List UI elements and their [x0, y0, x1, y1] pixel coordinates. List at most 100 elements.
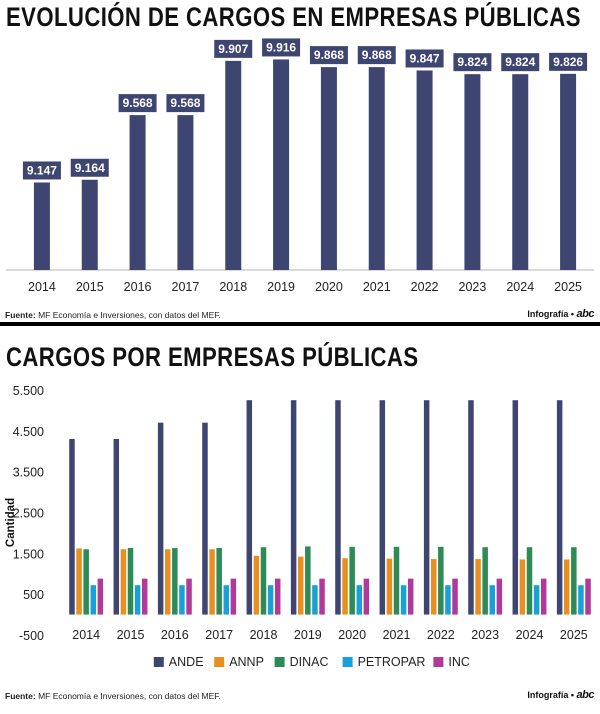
- bar-annp: [164, 549, 171, 615]
- bar-petropar: [578, 585, 584, 615]
- bar-petropar: [223, 585, 230, 615]
- data-label: 9.568: [170, 96, 200, 110]
- bar-inc: [452, 578, 458, 615]
- bar-ande: [113, 439, 120, 615]
- x-tick-label: 2016: [161, 628, 189, 642]
- legend-swatch: [274, 657, 285, 667]
- legend-label: ANDE: [169, 655, 204, 669]
- bar: [177, 115, 194, 271]
- bar-ande: [246, 400, 253, 615]
- bar-inc: [540, 578, 547, 615]
- bar-inc: [496, 578, 503, 615]
- data-label: 9.826: [553, 55, 583, 69]
- legend-label: ANNP: [229, 655, 264, 669]
- abc-logo: abc: [576, 308, 595, 320]
- bar-petropar: [533, 585, 540, 615]
- x-tick-label: 2023: [471, 628, 499, 642]
- bar: [81, 179, 98, 270]
- y-tick-label: -500: [19, 629, 44, 643]
- data-label-box: [214, 39, 253, 58]
- data-label-box: [405, 49, 444, 68]
- bar-inc: [363, 578, 370, 615]
- bar-dinac: [127, 548, 134, 615]
- bar-ande: [290, 400, 297, 615]
- bar-ande: [423, 400, 430, 615]
- bar-petropar: [134, 585, 141, 615]
- bar-annp: [253, 555, 260, 615]
- bar-dinac: [393, 546, 400, 615]
- bar-ande: [468, 400, 474, 615]
- y-tick-label: 3.500: [13, 466, 44, 480]
- x-tick-label: 2025: [554, 280, 582, 294]
- bar-ande: [335, 400, 341, 615]
- data-label-box: [501, 53, 540, 72]
- x-tick-label: 2022: [427, 628, 455, 642]
- bar-annp: [430, 559, 437, 615]
- data-label: 9.868: [362, 48, 392, 62]
- chart-title: EVOLUCIÓN DE CARGOS EN EMPRESAS PÚBLICAS: [6, 2, 581, 32]
- bar-inc: [407, 578, 414, 615]
- data-label-box: [22, 161, 61, 180]
- source-label: Fuente:: [5, 310, 36, 320]
- bar-dinac: [305, 546, 311, 615]
- data-label-box: [549, 52, 588, 71]
- data-label: 9.868: [314, 48, 344, 62]
- chart-title: CARGOS POR EMPRESAS PÚBLICAS: [6, 342, 419, 372]
- bar-inc: [97, 578, 104, 615]
- bar: [129, 115, 146, 271]
- x-tick-label: 2018: [219, 280, 247, 294]
- data-label: 9.164: [75, 161, 105, 175]
- data-label: 9.568: [123, 96, 153, 110]
- y-tick-label: 1.500: [13, 547, 44, 561]
- legend-swatch: [342, 657, 353, 667]
- bar-ande: [69, 439, 75, 615]
- y-tick-label: 5.500: [13, 384, 44, 398]
- data-label: 9.916: [266, 40, 296, 54]
- bar-petropar: [267, 585, 274, 615]
- credit-label: Infografía •: [527, 309, 575, 319]
- source-text: MF Economía e Inversiones, con datos del…: [35, 691, 221, 701]
- bar-inc: [141, 578, 148, 615]
- data-label: 9.847: [410, 51, 440, 65]
- bar-ande: [202, 422, 208, 615]
- bar-annp: [120, 549, 127, 615]
- bar-annp: [563, 559, 570, 615]
- bar-dinac: [172, 548, 178, 615]
- source-note: Fuente: MF Economía e Inversiones, con d…: [5, 691, 221, 701]
- legend-swatch: [433, 657, 444, 667]
- legend-swatch: [153, 657, 164, 667]
- x-tick-label: 2024: [506, 280, 534, 294]
- x-tick-label: 2017: [172, 280, 200, 294]
- bar-petropar: [90, 585, 97, 615]
- bar-annp: [342, 558, 348, 615]
- x-tick-label: 2022: [411, 280, 439, 294]
- bar-ande: [157, 422, 164, 615]
- bar-dinac: [349, 546, 355, 615]
- bar-dinac: [216, 548, 222, 615]
- bar-inc: [585, 578, 591, 615]
- grouped-bar-chart-empresas: 5.500 4.500 3.500 2.500 1.500 500 -500 Cantidad…: [5, 384, 591, 669]
- data-label: 9.824: [505, 55, 535, 69]
- bar-annp: [386, 558, 393, 615]
- bar-annp: [475, 559, 481, 615]
- bar: [416, 70, 433, 270]
- bar-dinac: [482, 547, 488, 615]
- data-label-box: [262, 38, 301, 57]
- bar-inc: [274, 578, 281, 615]
- x-tick-label: 2014: [72, 628, 100, 642]
- bar: [33, 182, 50, 270]
- bar-petropar: [356, 585, 363, 615]
- data-label: 9.147: [27, 163, 57, 177]
- x-tick-label: 2021: [363, 280, 391, 294]
- x-tick-label: 2023: [459, 280, 487, 294]
- abc-logo: abc: [576, 689, 595, 701]
- y-tick-label: 2.500: [13, 507, 44, 521]
- data-label-box: [70, 158, 109, 177]
- x-tick-label: 2020: [338, 628, 366, 642]
- bar: [560, 73, 577, 270]
- credit: Infografía • abc: [527, 308, 594, 320]
- x-tick-label: 2015: [117, 628, 145, 642]
- x-tick-label: 2016: [124, 280, 152, 294]
- chart-panel-empresas: CARGOS POR EMPRESAS PÚBLICAS 5.500 4.500 3…: [0, 340, 600, 706]
- divider: [0, 322, 600, 326]
